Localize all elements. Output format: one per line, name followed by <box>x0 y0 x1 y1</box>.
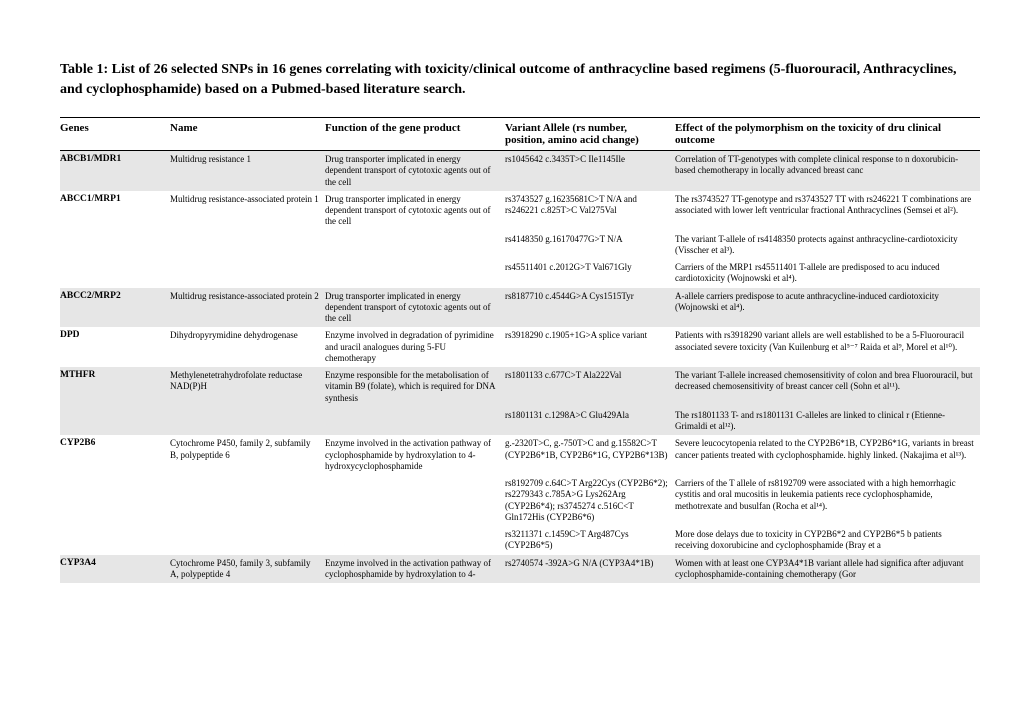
cell-func: Drug transporter implicated in energy de… <box>325 288 505 328</box>
table-row: DPDDihydropyrymidine dehydrogenaseEnzyme… <box>60 327 980 367</box>
cell-gene <box>60 231 170 260</box>
cell-variant: rs45511401 c.2012G>T Val671Gly <box>505 259 675 288</box>
cell-func <box>325 475 505 526</box>
cell-effect: The rs3743527 TT-genotype and rs3743527 … <box>675 191 980 231</box>
cell-variant: rs8192709 c.64C>T Arg22Cys (CYP2B6*2); r… <box>505 475 675 526</box>
cell-name <box>170 407 325 436</box>
cell-gene: ABCC2/MRP2 <box>60 288 170 328</box>
cell-variant: rs1045642 c.3435T>C Ile1145Ile <box>505 151 675 191</box>
cell-variant: rs4148350 g.16170477G>T N/A <box>505 231 675 260</box>
cell-name: Methylenetetrahydrofolate reductase NAD(… <box>170 367 325 407</box>
cell-effect: The variant T-allele of rs4148350 protec… <box>675 231 980 260</box>
table-row: rs1801131 c.1298A>C Glu429AlaThe rs18011… <box>60 407 980 436</box>
table-row: rs3211371 c.1459C>T Arg487Cys (CYP2B6*5)… <box>60 526 980 555</box>
cell-func <box>325 231 505 260</box>
cell-name <box>170 526 325 555</box>
header-name: Name <box>170 118 325 151</box>
cell-gene: ABCB1/MDR1 <box>60 151 170 191</box>
table-row: ABCC1/MRP1Multidrug resistance-associate… <box>60 191 980 231</box>
cell-effect: Severe leucocytopenia related to the CYP… <box>675 435 980 475</box>
cell-variant: rs3211371 c.1459C>T Arg487Cys (CYP2B6*5) <box>505 526 675 555</box>
snp-table: Genes Name Function of the gene product … <box>60 117 980 583</box>
table-row: ABCC2/MRP2Multidrug resistance-associate… <box>60 288 980 328</box>
cell-func <box>325 407 505 436</box>
cell-effect: The rs1801133 T- and rs1801131 C-alleles… <box>675 407 980 436</box>
cell-effect: Women with at least one CYP3A4*1B varian… <box>675 555 980 584</box>
cell-name: Multidrug resistance-associated protein … <box>170 191 325 231</box>
cell-name <box>170 259 325 288</box>
cell-func: Enzyme involved in degradation of pyrimi… <box>325 327 505 367</box>
cell-name: Dihydropyrymidine dehydrogenase <box>170 327 325 367</box>
header-function: Function of the gene product <box>325 118 505 151</box>
cell-effect: Correlation of TT-genotypes with complet… <box>675 151 980 191</box>
cell-func: Drug transporter implicated in energy de… <box>325 151 505 191</box>
cell-name <box>170 475 325 526</box>
cell-name <box>170 231 325 260</box>
cell-effect: Patients with rs3918290 variant allels a… <box>675 327 980 367</box>
cell-func: Enzyme responsible for the metabolisatio… <box>325 367 505 407</box>
table-row: rs8192709 c.64C>T Arg22Cys (CYP2B6*2); r… <box>60 475 980 526</box>
cell-gene <box>60 259 170 288</box>
cell-effect: The variant T-allele increased chemosens… <box>675 367 980 407</box>
cell-gene <box>60 407 170 436</box>
cell-func <box>325 526 505 555</box>
cell-gene: DPD <box>60 327 170 367</box>
cell-func: Enzyme involved in the activation pathwa… <box>325 555 505 584</box>
cell-gene <box>60 475 170 526</box>
cell-func: Enzyme involved in the activation pathwa… <box>325 435 505 475</box>
cell-gene: MTHFR <box>60 367 170 407</box>
cell-variant: rs3918290 c.1905+1G>A splice variant <box>505 327 675 367</box>
table-row: ABCB1/MDR1Multidrug resistance 1Drug tra… <box>60 151 980 191</box>
cell-func <box>325 259 505 288</box>
header-variant: Variant Allele (rs number, position, ami… <box>505 118 675 151</box>
cell-name: Multidrug resistance 1 <box>170 151 325 191</box>
cell-variant: rs8187710 c.4544G>A Cys1515Tyr <box>505 288 675 328</box>
cell-name: Cytochrome P450, family 3, subfamily A, … <box>170 555 325 584</box>
table-row: CYP3A4Cytochrome P450, family 3, subfami… <box>60 555 980 584</box>
cell-effect: More dose delays due to toxicity in CYP2… <box>675 526 980 555</box>
cell-variant: rs2740574 -392A>G N/A (CYP3A4*1B) <box>505 555 675 584</box>
cell-effect: A-allele carriers predispose to acute an… <box>675 288 980 328</box>
table-title: Table 1: List of 26 selected SNPs in 16 … <box>60 60 980 99</box>
cell-effect: Carriers of the MRP1 rs45511401 T-allele… <box>675 259 980 288</box>
cell-gene: ABCC1/MRP1 <box>60 191 170 231</box>
header-effect: Effect of the polymorphism on the toxici… <box>675 118 980 151</box>
cell-variant: rs3743527 g.16235681C>T N/A and rs246221… <box>505 191 675 231</box>
header-row: Genes Name Function of the gene product … <box>60 118 980 151</box>
cell-name: Cytochrome P450, family 2, subfamily B, … <box>170 435 325 475</box>
cell-name: Multidrug resistance-associated protein … <box>170 288 325 328</box>
cell-func: Drug transporter implicated in energy de… <box>325 191 505 231</box>
table-row: rs4148350 g.16170477G>T N/AThe variant T… <box>60 231 980 260</box>
cell-variant: rs1801133 c.677C>T Ala222Val <box>505 367 675 407</box>
cell-gene: CYP3A4 <box>60 555 170 584</box>
header-genes: Genes <box>60 118 170 151</box>
table-row: MTHFRMethylenetetrahydrofolate reductase… <box>60 367 980 407</box>
cell-gene <box>60 526 170 555</box>
table-row: CYP2B6Cytochrome P450, family 2, subfami… <box>60 435 980 475</box>
cell-gene: CYP2B6 <box>60 435 170 475</box>
cell-variant: rs1801131 c.1298A>C Glu429Ala <box>505 407 675 436</box>
table-row: rs45511401 c.2012G>T Val671GlyCarriers o… <box>60 259 980 288</box>
cell-effect: Carriers of the T allele of rs8192709 we… <box>675 475 980 526</box>
cell-variant: g.-2320T>C, g.-750T>C and g.15582C>T (CY… <box>505 435 675 475</box>
